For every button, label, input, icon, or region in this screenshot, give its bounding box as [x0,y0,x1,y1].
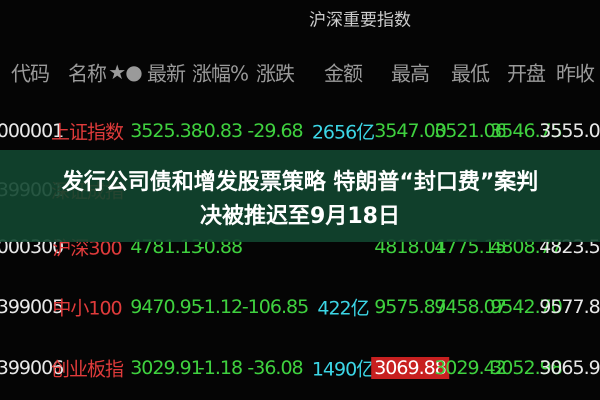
table-cell: 3069.88 [371,357,449,379]
table-cell: 3547.00 [374,120,447,142]
table-cell: 创业板指 [50,358,124,381]
table-cell: 9470.95 [130,296,203,318]
table-cell: 9575.87 [374,296,447,318]
table-cell: 9577.80 [539,296,600,318]
table-cell: 1490亿 [311,358,375,381]
table-cell: 3029.42 [434,357,507,379]
table-cell: 422亿 [317,297,369,320]
table-cell: 3065.99 [539,357,600,379]
column-header: 金额 [324,61,363,86]
table-cell: 3546.75 [490,120,563,142]
table-cell: 沪深300 [52,237,122,260]
table-cell: 3029.91 [130,357,203,379]
headline-line: 决被推迟至9月18日 [200,204,400,229]
table-cell: 9458.07 [434,296,507,318]
table-cell: 中小100 [52,297,122,320]
table-cell: 上证指数 [50,121,124,144]
board-title: 沪深重要指数 [309,10,411,31]
column-header: 开盘 [507,61,546,86]
column-header: 最低 [451,61,490,86]
table-cell: -29.68 [247,120,303,142]
column-header: ★● [108,60,142,84]
table-cell: 3052.98 [490,357,563,379]
table-cell: 399005 [0,296,64,318]
column-header: 最高 [391,61,430,86]
table-cell: 000001 [0,120,64,142]
column-header: 代码 [11,61,50,86]
table-cell: 3555.06 [539,120,600,142]
column-header: 涨幅% [191,61,249,86]
table-cell: -36.08 [247,357,303,379]
column-header: 最新 [147,61,186,86]
table-cell: -106.85 [241,296,309,318]
column-header: 昨收 [556,61,595,86]
table-cell: 3525.38 [130,120,203,142]
table-cell: -1.18 [197,357,243,379]
table-cell: -1.12 [197,296,243,318]
column-header: 名称 [68,61,107,86]
column-header: 涨跌 [256,61,295,86]
table-cell: 9542.70 [490,296,563,318]
table-cell: 2656亿 [311,121,375,144]
table-cell: 3521.06 [434,120,507,142]
table-cell: 399006 [0,357,64,379]
table-cell: -0.83 [197,120,243,142]
headline-line: 发行公司债和增发股票策略 特朗普“封口费”案判 [61,170,539,195]
headline-banner: 发行公司债和增发股票策略 特朗普“封口费”案判 决被推迟至9月18日 [0,150,600,242]
